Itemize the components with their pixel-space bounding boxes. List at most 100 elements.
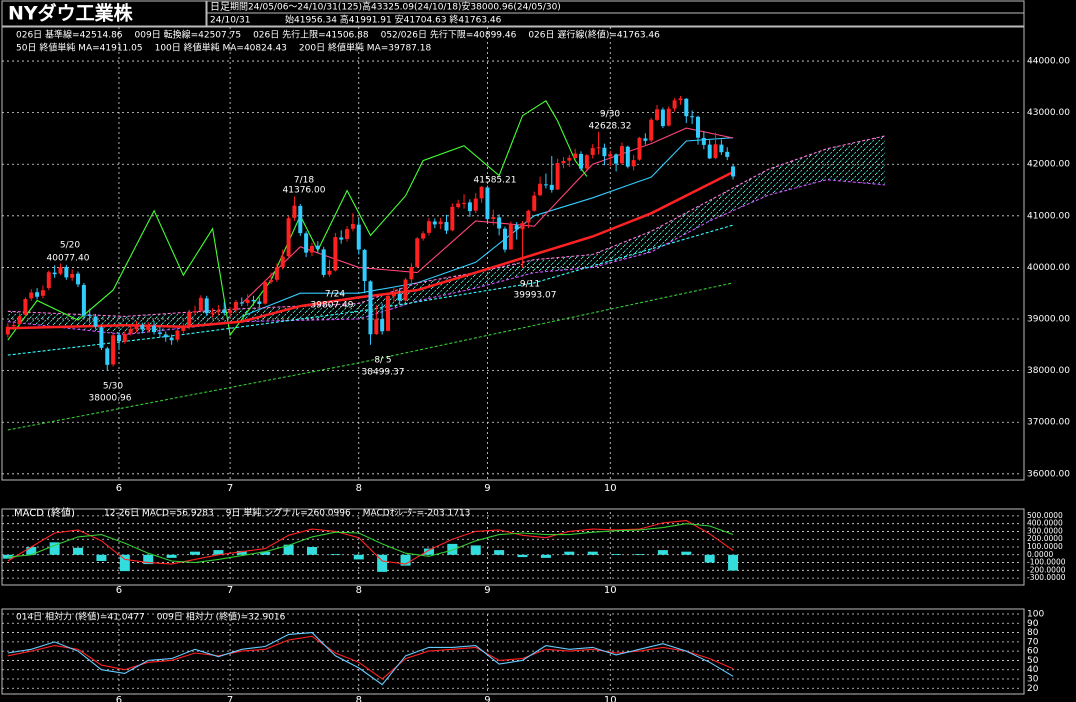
candle-body — [514, 225, 519, 230]
candle-body — [304, 233, 309, 253]
candle-body — [432, 221, 437, 225]
x-tick-label: 8 — [356, 483, 362, 494]
candle-body — [350, 223, 355, 229]
candle-body — [105, 348, 110, 365]
legend-entry: 200日 終値単純 MA=39787.18 — [299, 42, 432, 54]
y-tick-label: -300.0000 — [1027, 573, 1066, 582]
y-tick-label: 38000.00 — [1027, 366, 1070, 376]
candle-body — [421, 233, 426, 239]
candle-body — [257, 301, 262, 305]
candle-body — [584, 155, 589, 169]
price-annotation: 7/18 — [294, 176, 314, 186]
candle-body — [684, 98, 689, 117]
candle-body — [269, 280, 274, 282]
y-tick-label: 80 — [1027, 628, 1039, 638]
candle-body — [76, 273, 81, 285]
y-tick-label: 40000.00 — [1027, 263, 1070, 273]
candle-body — [497, 217, 502, 229]
candle-body — [502, 228, 507, 250]
candle-body — [415, 238, 420, 267]
oscillator-bar — [96, 554, 107, 561]
candle-body — [58, 267, 63, 274]
series-line — [7, 170, 734, 330]
candle-body — [549, 184, 554, 190]
price-annotation: 8/ 5 — [374, 356, 391, 366]
main-panel — [1, 26, 1025, 481]
legend-entry: 052/026日 先行下限=40899.46 — [381, 29, 517, 41]
candle-body — [485, 187, 490, 220]
candle-body — [637, 137, 642, 160]
candle-body — [152, 325, 157, 333]
candle-body — [245, 299, 250, 304]
y-tick-label: 43000.00 — [1027, 108, 1070, 118]
x-tick-label: 10 — [604, 585, 617, 596]
candle-body — [508, 224, 513, 250]
y-tick-label: 40 — [1027, 665, 1039, 675]
legend-entry: 100日 終値単純 MA=40824.43 — [155, 42, 287, 54]
panel-title: MACD (終値) — [14, 506, 75, 519]
candle-body — [146, 325, 151, 330]
price-annotation: 42628.32 — [589, 122, 632, 132]
candle-body — [374, 319, 379, 334]
candle-body — [655, 109, 660, 120]
candle-body — [438, 221, 443, 225]
last-date: 24/10/31 — [210, 16, 250, 26]
candle-body — [345, 229, 350, 240]
price-annotation: 38499.37 — [362, 368, 405, 378]
y-tick-label: 70 — [1027, 637, 1039, 647]
oscillator-bar — [517, 554, 528, 558]
legend-entry: 026日 遅行線(終値)=41763.46 — [528, 29, 660, 41]
candle-body — [122, 333, 127, 342]
y-tick-label: 30 — [1027, 675, 1039, 685]
candle-body — [608, 154, 613, 157]
candle-body — [99, 327, 104, 348]
candle-body — [567, 157, 572, 161]
candle-body — [187, 312, 192, 328]
candle-body — [29, 292, 34, 299]
y-tick-label: 60 — [1027, 647, 1039, 657]
candle-body — [46, 272, 51, 289]
oscillator-bar — [377, 554, 388, 572]
price-annotation: 39807.49 — [311, 301, 354, 311]
candle-body — [193, 311, 198, 313]
candle-body — [157, 332, 162, 334]
legend-entry: 009日 相対力 (終値)=32.9016 — [157, 611, 286, 623]
candle-body — [216, 310, 221, 313]
candle-body — [233, 301, 238, 311]
candle-body — [403, 279, 408, 301]
candle-body — [286, 218, 291, 257]
oscillator-bar — [470, 545, 481, 555]
oscillator-bar — [213, 550, 224, 555]
series-line — [7, 135, 886, 317]
candle-body — [251, 299, 256, 302]
title-box — [1, 0, 207, 27]
candle-body — [298, 206, 303, 234]
x-tick-label: 6 — [116, 695, 122, 702]
candle-body — [660, 109, 665, 127]
candle-body — [467, 202, 472, 212]
legend-entry: 026日 基準線=42514.86 — [16, 29, 123, 41]
oscillator-bar — [283, 544, 294, 555]
candle-body — [362, 249, 367, 281]
candle-body — [263, 281, 268, 304]
macd-plot — [2, 512, 1022, 582]
candle-body — [292, 205, 297, 218]
candle-body — [672, 100, 677, 109]
oscillator-bar — [143, 554, 154, 565]
period-info: 期間24/05/06〜24/10/31(125)高43325.09(24/10/… — [230, 1, 561, 13]
legend-entry: 014日 相対力 (終値)=41.0477 — [16, 611, 145, 623]
candle-body — [473, 198, 478, 211]
oscillator-bar — [634, 554, 645, 555]
oscillator-bar — [423, 548, 434, 555]
candle-body — [538, 183, 543, 196]
candle-body — [17, 316, 22, 325]
legend-entry: 009日 転換線=42507.75 — [135, 29, 242, 41]
candle-body — [87, 314, 92, 316]
legend-entry: 50日 終値単純 MA=41911.05 — [16, 42, 143, 54]
candle-body — [368, 281, 373, 335]
legend-entry: 9日 単純 シグナル=260.0996 — [226, 507, 351, 519]
candle-body — [274, 267, 279, 280]
main-plot — [2, 27, 1022, 480]
candle-body — [140, 325, 145, 330]
